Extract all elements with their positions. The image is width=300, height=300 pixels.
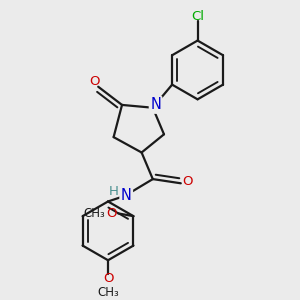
Text: CH₃: CH₃ [83, 207, 105, 220]
Text: O: O [103, 272, 113, 285]
Text: O: O [89, 75, 99, 88]
Text: CH₃: CH₃ [97, 286, 119, 299]
Text: O: O [182, 176, 193, 188]
Text: Cl: Cl [191, 10, 204, 23]
Text: O: O [106, 207, 116, 220]
Text: N: N [150, 98, 161, 112]
Text: H: H [109, 185, 118, 198]
Text: N: N [121, 188, 132, 203]
